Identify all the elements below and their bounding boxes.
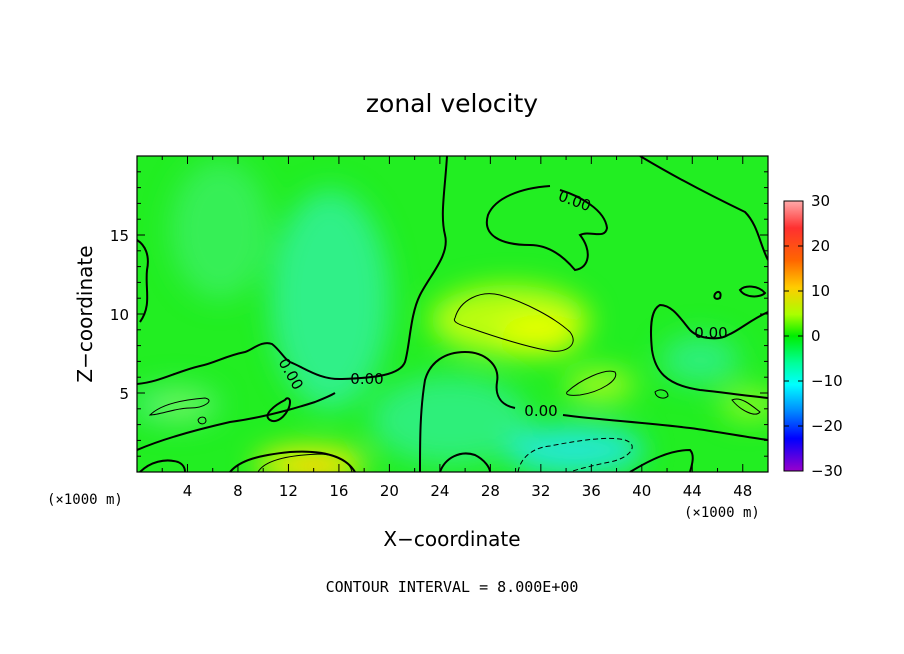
- colorbar-tick-label: 30: [811, 192, 830, 210]
- x-tick-label: 16: [329, 482, 348, 500]
- colorbar-ticks: 30 20 10 0 −10 −20 −30: [784, 192, 843, 480]
- colorbar-tick-label: 0: [811, 327, 821, 345]
- x-tick-label: 36: [582, 482, 601, 500]
- x-tick-label: 48: [733, 482, 752, 500]
- chart-title: zonal velocity: [366, 89, 538, 118]
- contour-label: 0.00: [694, 324, 727, 342]
- z-tick-label: 5: [119, 385, 129, 403]
- x-tick-label: 24: [430, 482, 449, 500]
- x-tick-label: 28: [481, 482, 500, 500]
- x-tick-label: 12: [279, 482, 298, 500]
- x-tick-label: 32: [531, 482, 550, 500]
- y-axis-title: Z−coordinate: [73, 245, 97, 382]
- colorbar-tick-label: −20: [811, 417, 843, 435]
- contour-label: 0.00: [524, 402, 557, 420]
- x-tick-label: 8: [233, 482, 243, 500]
- colorbar-tick-label: −10: [811, 372, 843, 390]
- x-unit-left: (×1000 m): [47, 492, 123, 508]
- x-axis: 4 8 12 16 20 24 28 32 36 40 44 48: [161, 156, 752, 500]
- x-axis-title: X−coordinate: [383, 527, 520, 551]
- x-tick-label: 4: [183, 482, 193, 500]
- x-unit-right: (×1000 m): [684, 505, 760, 521]
- z-tick-label: 10: [110, 306, 129, 324]
- x-tick-label: 20: [380, 482, 399, 500]
- colorbar-tick-label: 10: [811, 282, 830, 300]
- x-tick-label: 40: [632, 482, 651, 500]
- contour-label: 0.00: [350, 370, 383, 388]
- contour-interval-note: CONTOUR INTERVAL = 8.000E+00: [326, 578, 579, 596]
- z-tick-label: 15: [110, 227, 129, 245]
- colorbar-tick-label: 20: [811, 237, 830, 255]
- velocity-field: [137, 156, 768, 472]
- x-tick-label: 44: [683, 482, 702, 500]
- z-axis: 5 10 15: [110, 171, 768, 457]
- colorbar-tick-label: −30: [811, 462, 843, 480]
